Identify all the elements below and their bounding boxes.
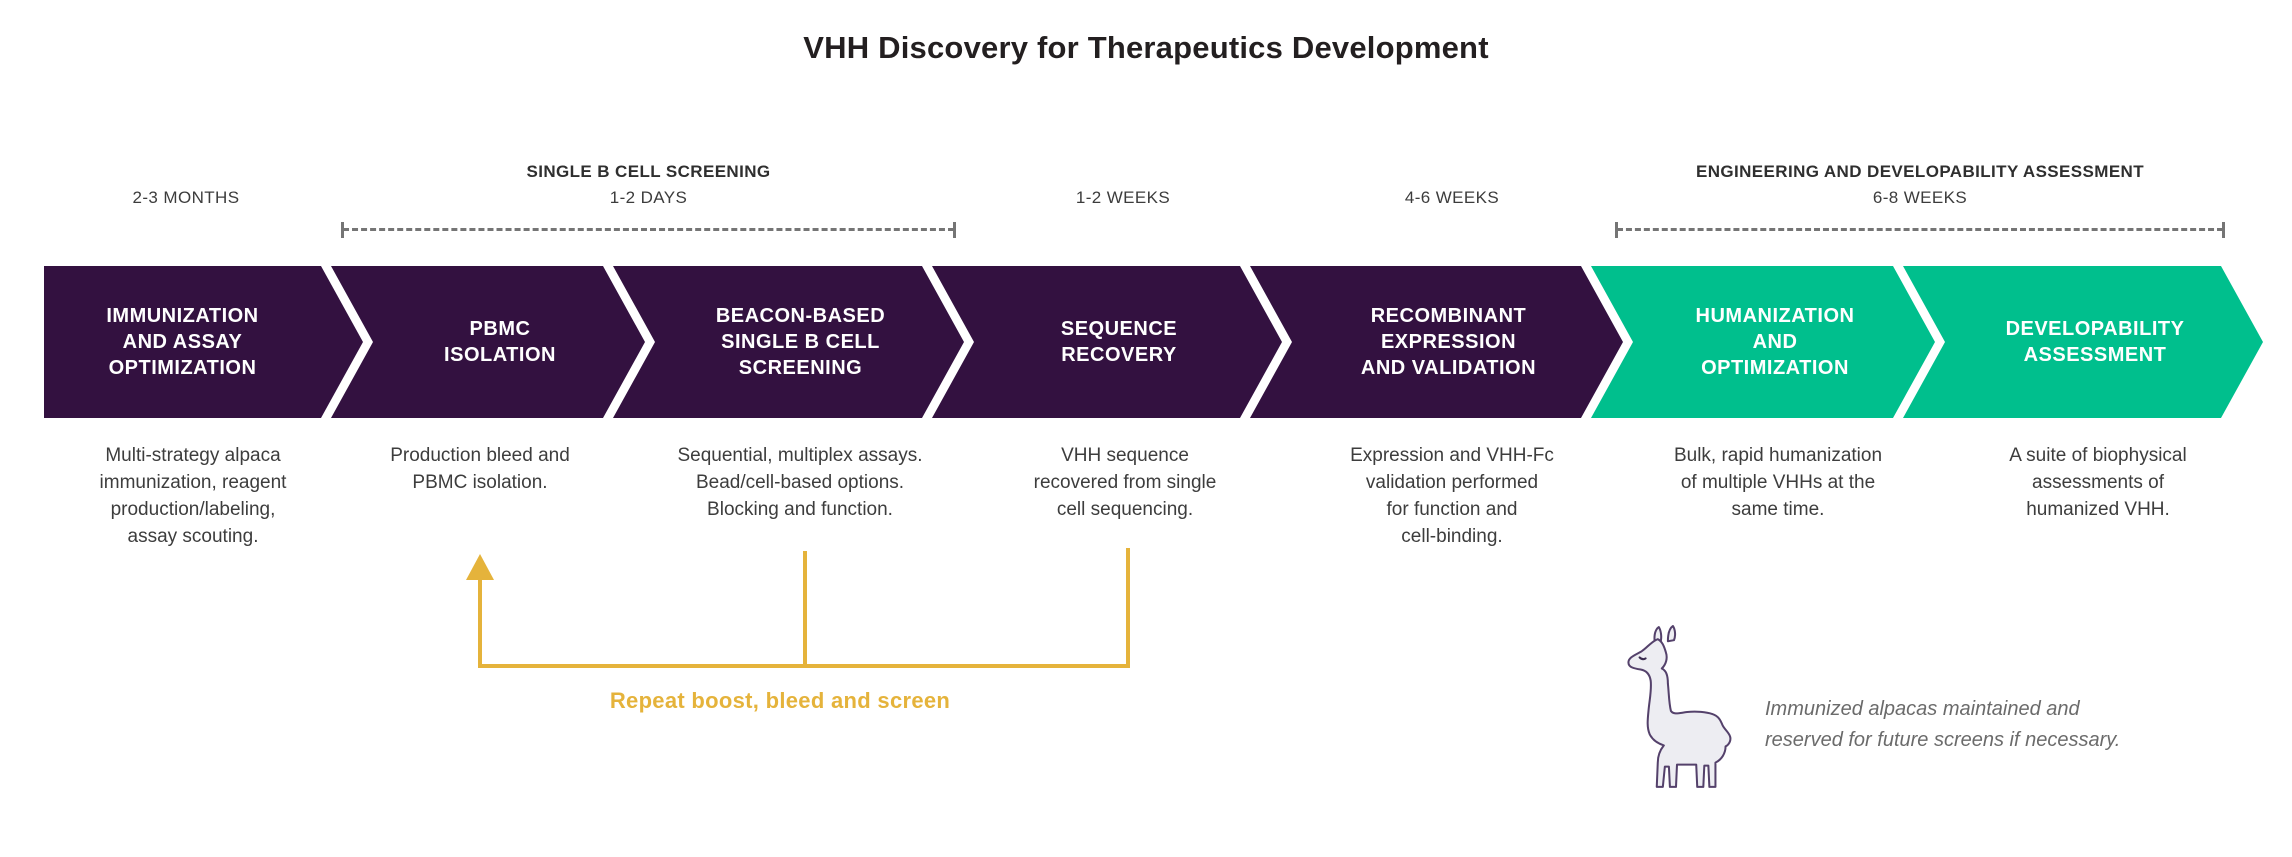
process-stage-chevron: DEVELOPABILITY ASSESSMENT — [1903, 266, 2263, 418]
repeat-loop-line — [478, 664, 1130, 668]
timeline-duration: 4-6 WEEKS — [1404, 188, 1500, 207]
alpaca-ear — [1666, 625, 1677, 643]
stage-title: SEQUENCE RECOVERY — [1060, 318, 1178, 366]
timeline-duration: 6-8 WEEKS — [1872, 188, 1968, 207]
timeline-item: 4-6 WEEKS — [1332, 160, 1572, 208]
alpaca-eye — [1638, 656, 1647, 661]
timeline-duration: 1-2 WEEKS — [1075, 188, 1171, 207]
process-stage-chevron: SEQUENCE RECOVERY — [932, 266, 1282, 418]
process-stage-chevron: IMMUNIZATION AND ASSAY OPTIMIZATION — [44, 266, 363, 418]
alpaca-note: Immunized alpacas maintained and reserve… — [1765, 698, 2121, 751]
timeline-phase-label — [46, 160, 326, 184]
stage-title: RECOMBINANT EXPRESSION AND VALIDATION — [1360, 305, 1537, 379]
alpaca-icon — [1627, 625, 1732, 788]
process-stage-chevron: PBMC ISOLATION — [331, 266, 645, 418]
stage-description: Sequential, multiplex assays. Bead/cell-… — [677, 445, 923, 520]
up-arrow-icon — [466, 554, 494, 580]
stage-title: HUMANIZATION AND OPTIMIZATION — [1695, 305, 1855, 379]
timeline-phase-label — [1003, 160, 1243, 184]
stage-title: IMMUNIZATION AND ASSAY OPTIMIZATION — [106, 305, 259, 379]
process-arrow-band: IMMUNIZATION AND ASSAY OPTIMIZATION PBMC … — [44, 266, 2263, 418]
timeline-item: 2-3 MONTHS — [46, 160, 326, 208]
repeat-loop-line — [1126, 548, 1130, 668]
stage-description: Multi-strategy alpaca immunization, reag… — [99, 445, 287, 547]
timeline-phase-label — [1332, 160, 1572, 184]
stage-description: Expression and VHH-Fc validation perform… — [1350, 445, 1554, 547]
repeat-loop-arrow-stem — [478, 578, 482, 668]
page-title: VHH Discovery for Therapeutics Developme… — [803, 30, 1489, 65]
process-stage-chevron: RECOMBINANT EXPRESSION AND VALIDATION — [1250, 266, 1623, 418]
stage-description: Production bleed and PBMC isolation. — [390, 445, 570, 493]
alpaca-body — [1627, 638, 1732, 788]
stage-title: PBMC ISOLATION — [444, 318, 556, 366]
process-stage-chevron: BEACON-BASED SINGLE B CELL SCREENING — [613, 266, 964, 418]
timeline-duration: 2-3 MONTHS — [132, 188, 240, 207]
dashed-line — [343, 228, 954, 231]
timeline-item: ENGINEERING AND DEVELOPABILITY ASSESSMEN… — [1615, 160, 2225, 238]
stage-title: BEACON-BASED SINGLE B CELL SCREENING — [715, 305, 886, 379]
timeline-duration: 1-2 DAYS — [609, 188, 688, 207]
stage-title: DEVELOPABILITY ASSESSMENT — [2005, 318, 2185, 366]
dashed-line — [1617, 228, 2223, 231]
timeline-item: SINGLE B CELL SCREENING 1-2 DAYS — [341, 160, 956, 238]
timeline-phase-label: ENGINEERING AND DEVELOPABILITY ASSESSMEN… — [1695, 162, 2145, 181]
timeline-item: 1-2 WEEKS — [1003, 160, 1243, 208]
process-stage-chevron: HUMANIZATION AND OPTIMIZATION — [1591, 266, 1935, 418]
stage-description: Bulk, rapid humanization of multiple VHH… — [1673, 445, 1883, 520]
repeat-loop-label: Repeat boost, bleed and screen — [609, 688, 951, 713]
timeline-span-bracket — [1615, 222, 2225, 238]
alpaca-ear — [1653, 626, 1663, 644]
timeline-phase-label: SINGLE B CELL SCREENING — [526, 162, 771, 181]
stage-description: A suite of biophysical assessments of hu… — [2009, 445, 2187, 520]
stage-description: VHH sequence recovered from single cell … — [1033, 445, 1217, 520]
timeline-span-bracket — [341, 222, 956, 238]
repeat-loop-line — [803, 551, 807, 668]
